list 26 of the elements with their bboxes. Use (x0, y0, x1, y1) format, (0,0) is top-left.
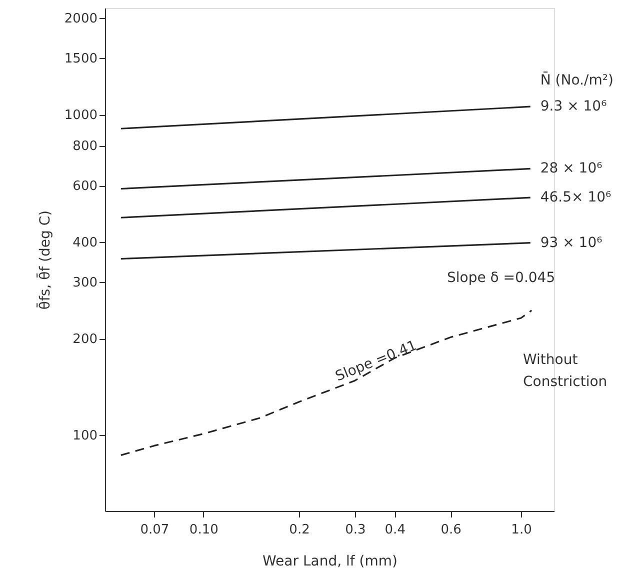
y-tick-label: 800 (72, 139, 98, 154)
y-tick-label: 300 (72, 276, 98, 291)
x-tick-label: 0.07 (140, 522, 170, 538)
x-axis-title: Wear Land, lf (mm) (262, 554, 398, 570)
y-tick-label: 200 (72, 332, 98, 348)
series-label: 9.3 × 10⁶ (540, 98, 608, 115)
annotation: Slope =0.41 (333, 338, 420, 385)
x-tick-label: 0.4 (384, 522, 406, 538)
x-tick-label: 0.2 (289, 522, 310, 538)
series-label: 28 × 10⁶ (540, 160, 603, 177)
annotation: Without Constriction (523, 352, 608, 390)
series-label: 46.5× 10⁶ (540, 190, 612, 206)
y-tick-label: 2000 (64, 12, 98, 27)
y-tick-label: 600 (72, 179, 98, 194)
x-tick-label: 1.0 (511, 522, 532, 538)
series-label: 93 × 10⁶ (540, 234, 603, 251)
y-tick-label: 400 (72, 236, 98, 251)
y-tick-label: 100 (72, 428, 98, 444)
y-axis-title: θ̄fs, θ̄f (deg C) (36, 210, 54, 310)
x-tick-label: 0.10 (189, 522, 218, 538)
legend-title: N̄ (No./m²) (540, 71, 614, 89)
x-tick-label: 0.6 (440, 522, 462, 538)
y-tick-label: 1500 (64, 52, 98, 67)
x-tick-label: 0.3 (345, 522, 366, 538)
y-tick-label: 1000 (64, 108, 98, 124)
annotation: Slope δ =0.045 (447, 270, 556, 286)
